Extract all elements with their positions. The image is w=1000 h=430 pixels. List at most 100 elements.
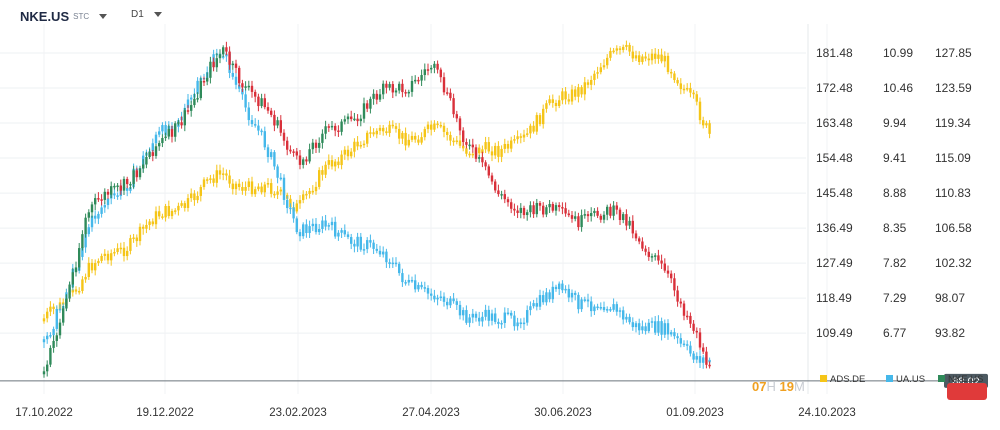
candle-body <box>273 152 276 167</box>
candle-body <box>276 191 279 195</box>
candle-body <box>538 295 542 307</box>
candle-body <box>46 311 49 319</box>
candle-body <box>641 56 644 63</box>
candle-body <box>97 260 100 264</box>
candle-body <box>503 143 506 149</box>
candle-body <box>196 80 199 95</box>
candle-body <box>657 255 660 261</box>
candle-body <box>378 94 382 100</box>
candle-body <box>516 322 519 327</box>
candle-body <box>538 115 542 125</box>
candle-body <box>97 198 100 200</box>
candle-body <box>295 218 298 233</box>
candle-body <box>673 332 676 337</box>
timeframe-selector[interactable]: D1 <box>131 9 162 20</box>
candle-body <box>298 200 302 204</box>
symbol-selector[interactable]: NKE.US STC <box>20 9 108 24</box>
candle-body <box>362 103 366 119</box>
candle-body <box>238 84 241 89</box>
candle-body <box>276 166 279 178</box>
candle-body <box>481 157 484 163</box>
candle-body <box>42 339 46 343</box>
candle-body <box>126 250 129 257</box>
candle-body <box>308 190 311 194</box>
candle-body <box>442 125 446 132</box>
candle-body <box>385 251 388 263</box>
candle-body <box>679 338 682 344</box>
candle-body <box>698 356 702 363</box>
candle-body <box>183 203 186 208</box>
axis-tick-label: 7.29 <box>883 291 907 305</box>
candle-body <box>254 189 257 195</box>
candle-body <box>593 210 596 214</box>
axis-tick-label: 123.59 <box>935 81 972 95</box>
candle-body <box>218 54 222 59</box>
candle-body <box>215 58 218 68</box>
candle-body <box>606 309 609 311</box>
candle-body <box>689 88 692 93</box>
candle-body <box>49 347 52 365</box>
candle-body <box>225 47 228 52</box>
candle-body <box>414 135 417 140</box>
bar-countdown: 07H 19M <box>752 379 805 394</box>
candle-body <box>318 228 321 233</box>
candle-body <box>295 151 298 156</box>
candle-body <box>423 69 426 76</box>
candle-body <box>260 98 263 107</box>
candle-body <box>554 286 558 290</box>
candle-body <box>196 98 199 100</box>
axis-tick-label: 9.41 <box>883 151 907 165</box>
candle-body <box>263 98 266 108</box>
candle-body <box>161 125 164 132</box>
candle-body <box>570 292 574 298</box>
candle-body <box>612 50 615 53</box>
candle-body <box>158 211 161 217</box>
axis-tick-label: 181.48 <box>816 46 853 60</box>
axis-tick-label: 110.83 <box>935 186 971 200</box>
chart-toolbar: NKE.US STC D1 <box>0 0 1000 34</box>
candle-body <box>135 237 138 242</box>
x-tick-label: 23.02.2023 <box>269 407 327 419</box>
candle-body <box>650 53 654 61</box>
candle-body <box>570 215 574 219</box>
candle-body <box>106 191 110 195</box>
candle-body <box>551 286 554 300</box>
candle-body <box>586 299 590 302</box>
candle-body <box>545 207 548 215</box>
candle-body <box>350 116 353 120</box>
candle-body <box>311 223 314 227</box>
candle-body <box>343 119 346 122</box>
candle-body <box>558 283 561 290</box>
candle-body <box>644 326 647 332</box>
candle-body <box>167 205 170 217</box>
candle-body <box>231 183 234 190</box>
candle-body <box>87 262 90 277</box>
candle-body <box>100 255 103 261</box>
candle-body <box>273 193 276 196</box>
candle-body <box>529 205 532 213</box>
candle-body <box>353 243 356 247</box>
candle-body <box>158 131 161 135</box>
candle-body <box>372 242 375 249</box>
candle-body <box>449 134 452 141</box>
candle-body <box>526 310 529 323</box>
chevron-down-icon <box>153 12 162 17</box>
candle-body <box>263 184 266 193</box>
candle-body <box>455 140 458 142</box>
candle-body <box>257 125 260 131</box>
candle-body <box>346 234 350 238</box>
candle-body <box>337 232 340 237</box>
candle-body <box>532 303 535 307</box>
candle-body <box>298 155 302 165</box>
candle-body <box>670 71 673 74</box>
candle-body <box>612 304 615 310</box>
candle-body <box>394 126 398 129</box>
candle-body <box>350 237 353 244</box>
candle-body <box>279 120 282 133</box>
candle-body <box>564 208 567 214</box>
candle-body <box>327 160 330 165</box>
candle-body <box>542 205 545 215</box>
candle-body <box>590 79 593 85</box>
candle-body <box>538 202 542 206</box>
